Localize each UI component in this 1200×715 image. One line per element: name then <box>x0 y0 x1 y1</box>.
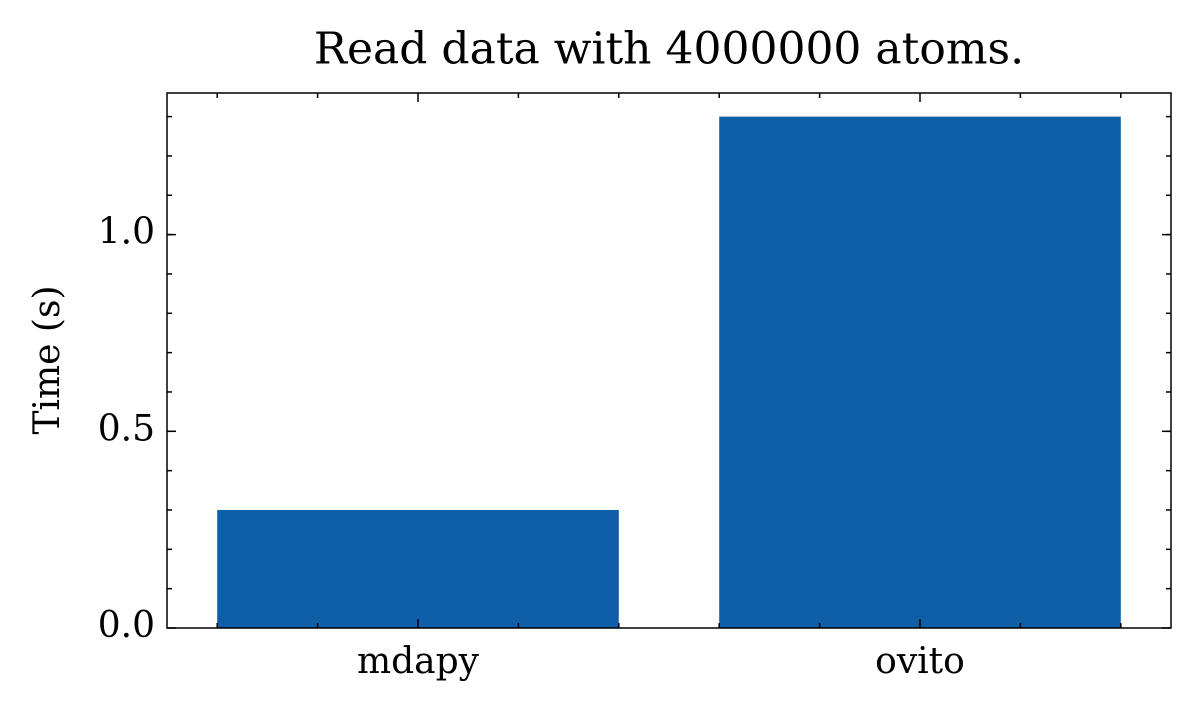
bar <box>719 116 1121 629</box>
bar <box>217 509 619 628</box>
y-tick-label: 1.0 <box>98 212 155 253</box>
x-tick-label: ovito <box>875 641 965 682</box>
x-tick-label: mdapy <box>357 641 480 682</box>
y-tick-label: 0.5 <box>98 408 155 449</box>
plot-frame <box>166 92 1172 629</box>
y-axis-label: Time (s) <box>27 286 68 435</box>
y-tick-label: 0.0 <box>98 605 155 646</box>
chart-title: Read data with 4000000 atoms. <box>314 24 1024 75</box>
